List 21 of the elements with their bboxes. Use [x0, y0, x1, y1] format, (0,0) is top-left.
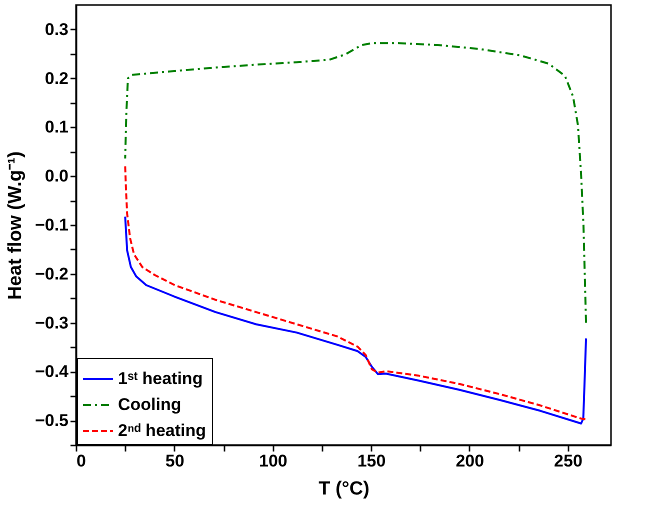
legend-label: 2ⁿᵈ heating — [118, 421, 206, 440]
x-tick-label: 100 — [259, 452, 288, 470]
x-axis-title: T (°C) — [318, 478, 370, 500]
x-tick-label: 0 — [76, 452, 86, 470]
y-tick-label: 0.0 — [44, 166, 68, 186]
y-tick-label: −0.4 — [34, 362, 70, 382]
y-tick-label: 0.2 — [44, 68, 68, 88]
y-tick-label: 0.3 — [44, 20, 68, 39]
y-tick-label: −0.2 — [34, 264, 68, 284]
x-tick-label: 150 — [357, 452, 386, 470]
y-axis-title: Heat flow (W.g⁻¹) — [4, 151, 26, 300]
x-tick-label: 250 — [554, 452, 582, 470]
y-tick-label: 0.1 — [44, 118, 68, 137]
x-tick-label: 200 — [456, 452, 484, 470]
x-tick-label: 50 — [165, 452, 184, 470]
line-series — [124, 42, 588, 324]
y-tick-label: −0.5 — [34, 411, 68, 430]
legend-label: Cooling — [118, 395, 182, 414]
y-tick-label: −0.3 — [34, 313, 68, 332]
y-tick-label: −0.1 — [34, 216, 68, 234]
legend-label: 1ˢᵗ heating — [118, 369, 203, 388]
